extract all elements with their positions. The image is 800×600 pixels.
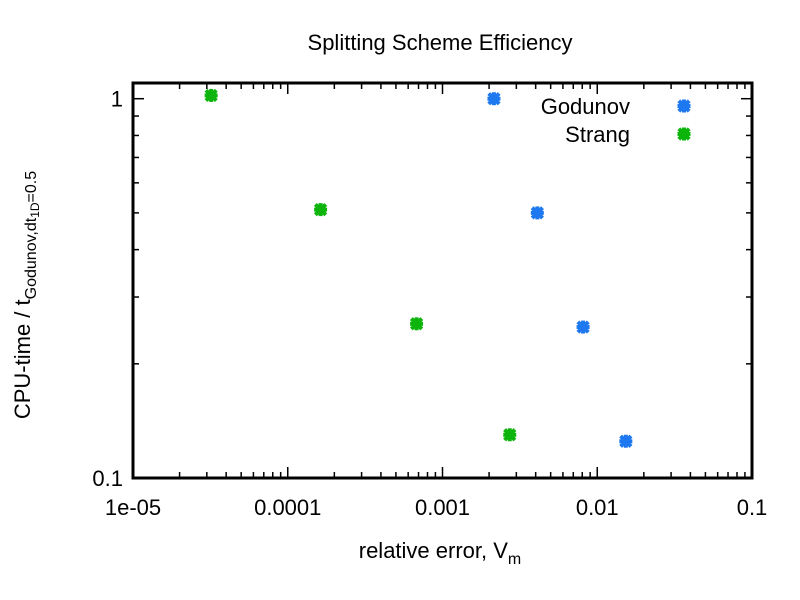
chart-title: Splitting Scheme Efficiency	[308, 30, 573, 55]
y-axis-label-sub: Godunov,dt	[23, 217, 40, 299]
x-tick-label: 0.01	[576, 495, 619, 520]
x-tick-label: 0.1	[737, 495, 768, 520]
y-axis-label-main: CPU-time / t	[10, 299, 35, 419]
data-point-godunov	[487, 92, 501, 106]
x-tick-label: 0.0001	[254, 495, 321, 520]
data-point-strang	[313, 203, 328, 217]
x-tick-label: 0.001	[415, 495, 470, 520]
data-point-strang	[503, 428, 517, 442]
y-axis-label-tail: =0.5	[23, 171, 40, 203]
y-tick-label: 0.1	[92, 466, 123, 491]
plot-border	[131, 81, 754, 480]
legend-marker-godunov	[677, 99, 691, 113]
legend-marker-strang	[677, 127, 691, 141]
data-points	[204, 88, 633, 448]
x-axis-label-main: relative error, V	[359, 538, 508, 563]
data-point-godunov	[619, 434, 633, 448]
legend-label-godunov: Godunov	[541, 94, 630, 119]
data-point-strang	[204, 88, 218, 103]
x-axis-label-sub: m	[508, 551, 521, 568]
x-tick-label: 1e-05	[105, 495, 161, 520]
legend-label-strang: Strang	[565, 122, 630, 147]
axis-ticks: 1e-05 0.0001 0.001 0.01 0.1 1 0.1	[92, 83, 767, 520]
data-point-godunov	[530, 206, 544, 220]
y-tick-label: 1	[111, 87, 123, 112]
x-axis-label: relative error, Vm	[359, 538, 522, 568]
data-point-godunov	[576, 320, 590, 334]
y-axis-label-subsub: 1D	[28, 202, 42, 218]
legend: Godunov Strang	[541, 94, 691, 147]
data-point-strang	[409, 317, 424, 331]
y-axis-label: CPU-time / tGodunov,dt1D=0.5	[10, 171, 42, 419]
plot-frame	[131, 81, 754, 480]
